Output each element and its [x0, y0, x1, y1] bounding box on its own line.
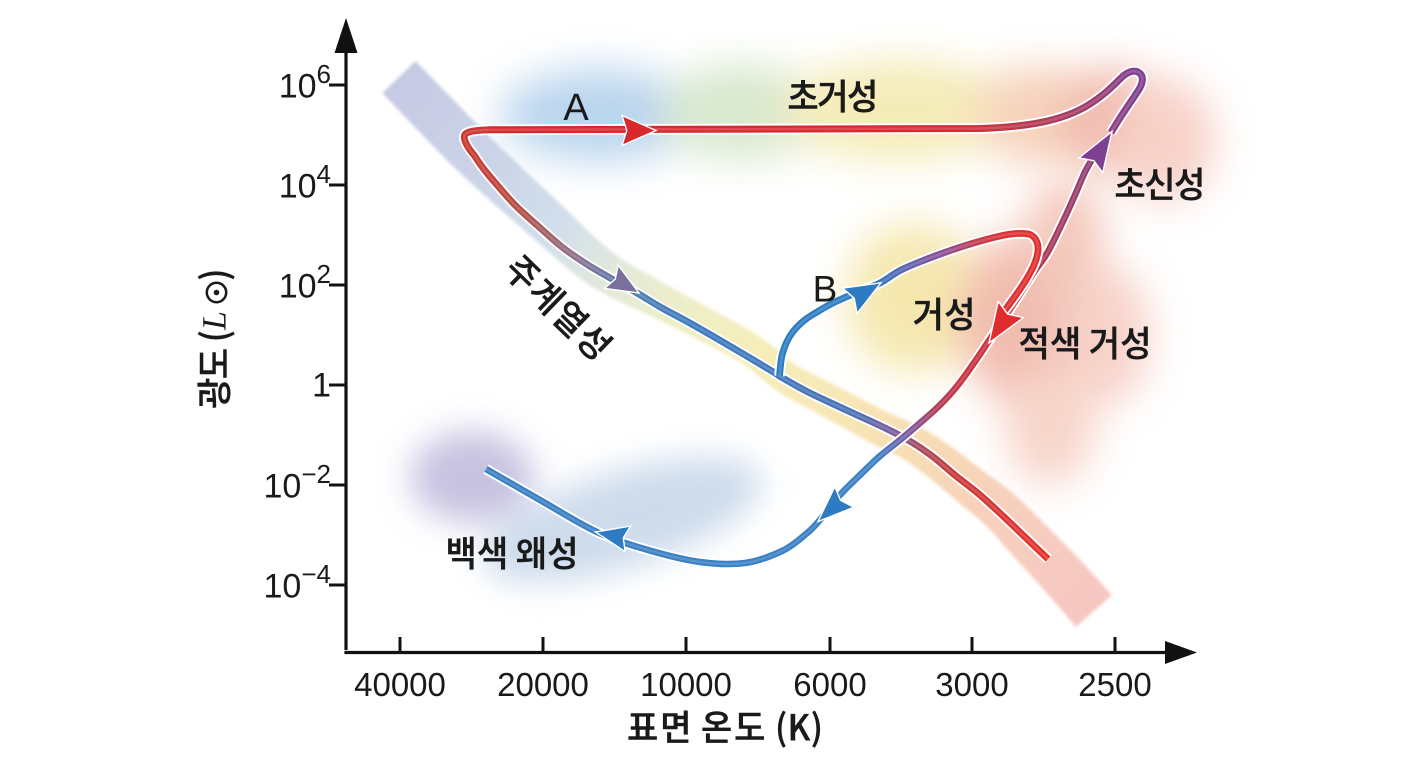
svg-text:10−2: 10−2: [264, 459, 331, 506]
svg-text:40000: 40000: [354, 666, 446, 703]
svg-text:B: B: [813, 269, 838, 310]
svg-text:10−4: 10−4: [264, 559, 331, 606]
svg-text:A: A: [563, 87, 589, 129]
svg-text:1: 1: [312, 367, 331, 405]
svg-text:20000: 20000: [497, 666, 589, 703]
svg-text:10000: 10000: [640, 666, 732, 703]
svg-text:2500: 2500: [1078, 666, 1151, 703]
svg-text:6000: 6000: [793, 666, 866, 703]
svg-text:3000: 3000: [935, 666, 1008, 703]
